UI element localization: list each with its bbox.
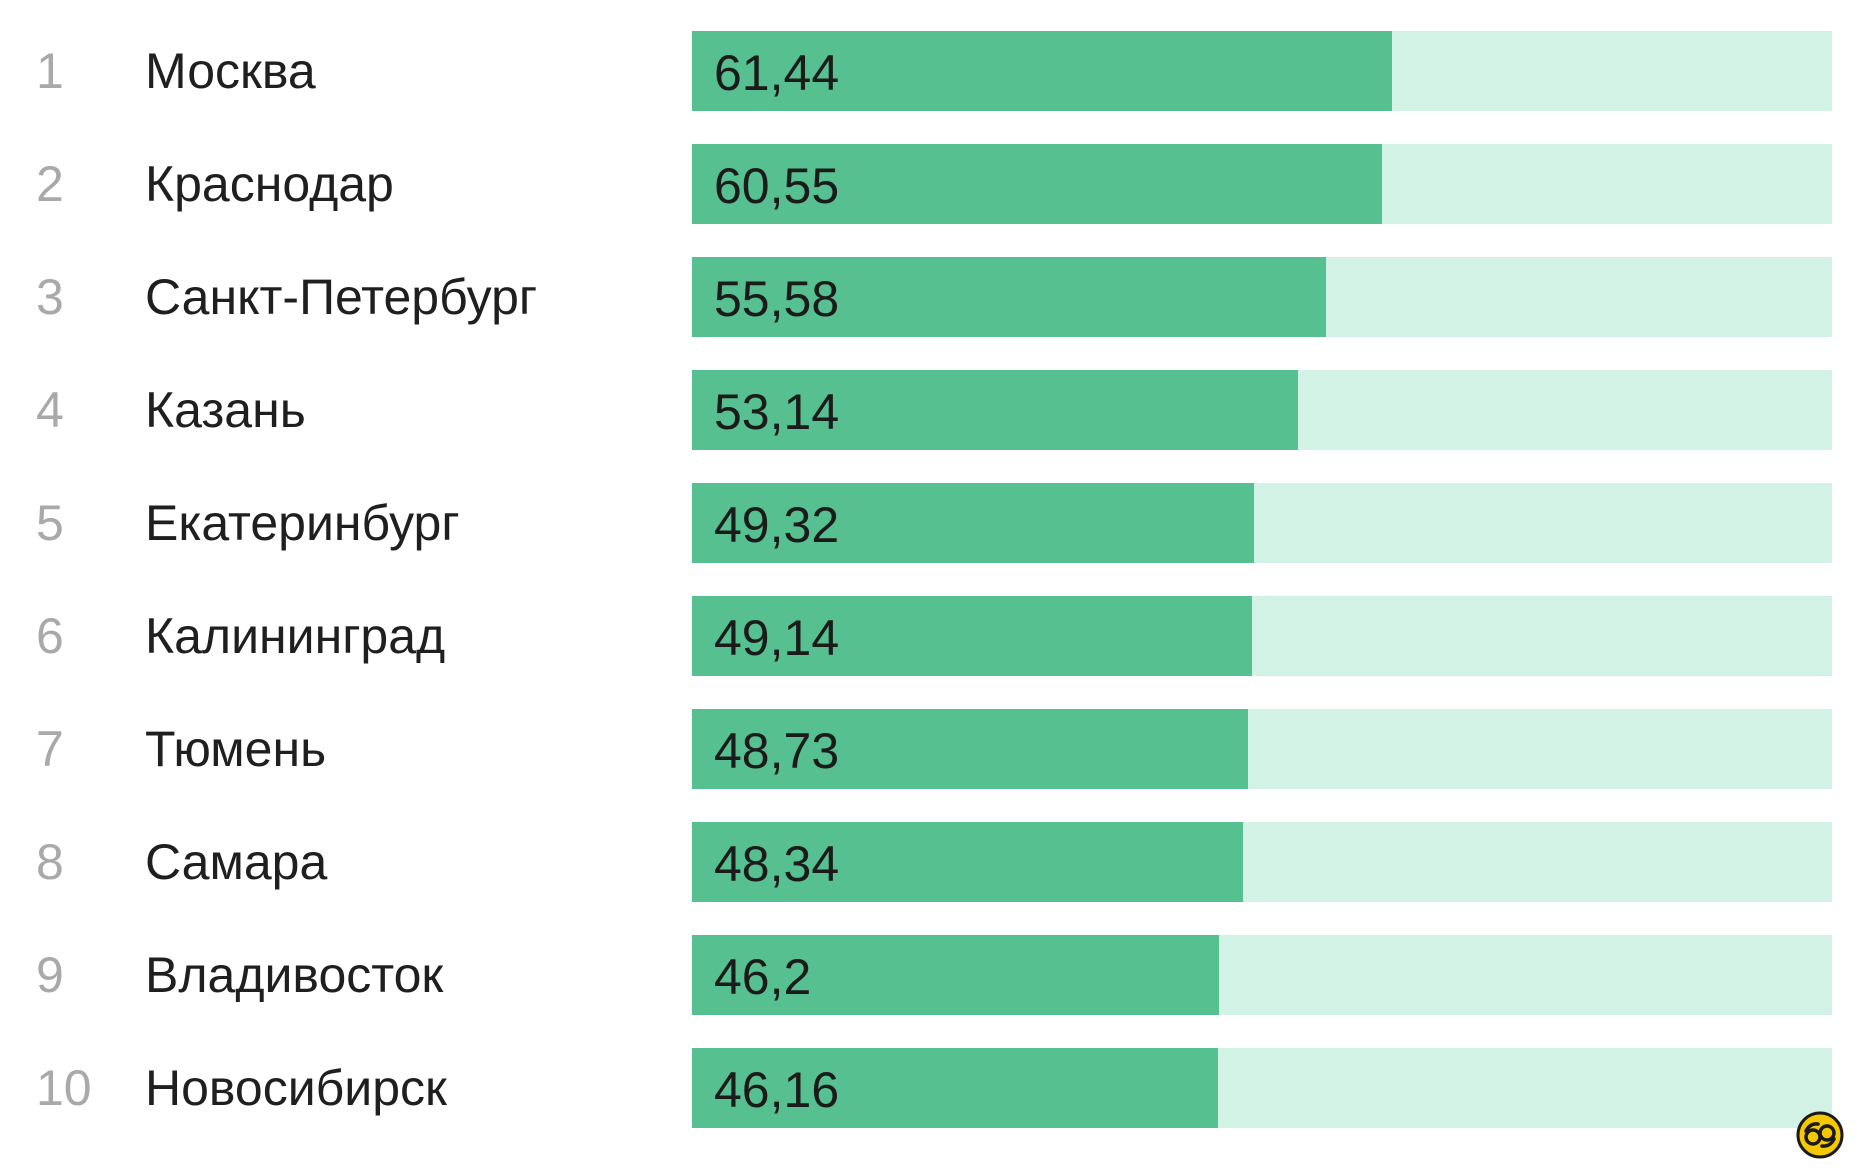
bar-track: 60,55: [692, 144, 1832, 224]
watermark-logo-icon: [1796, 1111, 1844, 1159]
bar-track: 46,16: [692, 1048, 1832, 1128]
rank-label: 8: [36, 834, 64, 890]
category-label: Краснодар: [145, 156, 394, 212]
bar: [692, 596, 1253, 676]
bar: [692, 1048, 1219, 1128]
chart-row: 5 Екатеринбург 49,32: [0, 483, 1862, 563]
rank-label: 5: [36, 495, 64, 551]
bar: [692, 370, 1298, 450]
category-label: Самара: [145, 834, 328, 890]
rank-label: 4: [36, 382, 64, 438]
data-label: 49,14: [714, 610, 840, 666]
category-label: Казань: [145, 382, 306, 438]
category-label: Владивосток: [145, 947, 444, 1003]
data-label: 53,14: [714, 384, 840, 440]
rank-label: 6: [36, 608, 64, 664]
data-label: 61,44: [714, 45, 840, 101]
bar: [692, 483, 1255, 563]
bar: [692, 935, 1219, 1015]
rank-label: 3: [36, 269, 64, 325]
chart-row: 3 Санкт-Петербург 55,58: [0, 257, 1862, 337]
category-label: Новосибирск: [145, 1060, 447, 1116]
data-label: 55,58: [714, 271, 840, 327]
bar: [692, 709, 1248, 789]
bar-track: 48,34: [692, 822, 1832, 902]
rank-label: 9: [36, 947, 64, 1003]
chart-row: 10 Новосибирск 46,16: [0, 1048, 1862, 1128]
data-label: 48,73: [714, 723, 840, 779]
rank-label: 10: [36, 1060, 92, 1116]
chart-row: 1 Москва 61,44: [0, 31, 1862, 111]
chart-row: 2 Краснодар 60,55: [0, 144, 1862, 224]
data-label: 46,16: [714, 1062, 840, 1118]
bar-track: 55,58: [692, 257, 1832, 337]
bar: [692, 31, 1393, 111]
chart-row: 9 Владивосток 46,2: [0, 935, 1862, 1015]
chart-row: 8 Самара 48,34: [0, 822, 1862, 902]
rank-label: 1: [36, 43, 64, 99]
category-label: Екатеринбург: [145, 495, 460, 551]
bar-track: 49,32: [692, 483, 1832, 563]
bar: [692, 257, 1326, 337]
bar-track: 48,73: [692, 709, 1832, 789]
category-label: Калининград: [145, 608, 446, 664]
chart-row: 7 Тюмень 48,73: [0, 709, 1862, 789]
rank-label: 7: [36, 721, 64, 777]
category-label: Москва: [145, 43, 316, 99]
data-label: 46,2: [714, 949, 812, 1005]
rank-label: 2: [36, 156, 64, 212]
bar-track: 46,2: [692, 935, 1832, 1015]
category-label: Санкт-Петербург: [145, 269, 538, 325]
data-label: 48,34: [714, 836, 840, 892]
bar-track: 53,14: [692, 370, 1832, 450]
chart-row: 6 Калининград 49,14: [0, 596, 1862, 676]
bar-track: 61,44: [692, 31, 1832, 111]
data-label: 49,32: [714, 497, 840, 553]
chart-row: 4 Казань 53,14: [0, 370, 1862, 450]
category-label: Тюмень: [145, 721, 327, 777]
bar: [692, 144, 1383, 224]
data-label: 60,55: [714, 158, 840, 214]
bar-track: 49,14: [692, 596, 1832, 676]
bar: [692, 822, 1244, 902]
